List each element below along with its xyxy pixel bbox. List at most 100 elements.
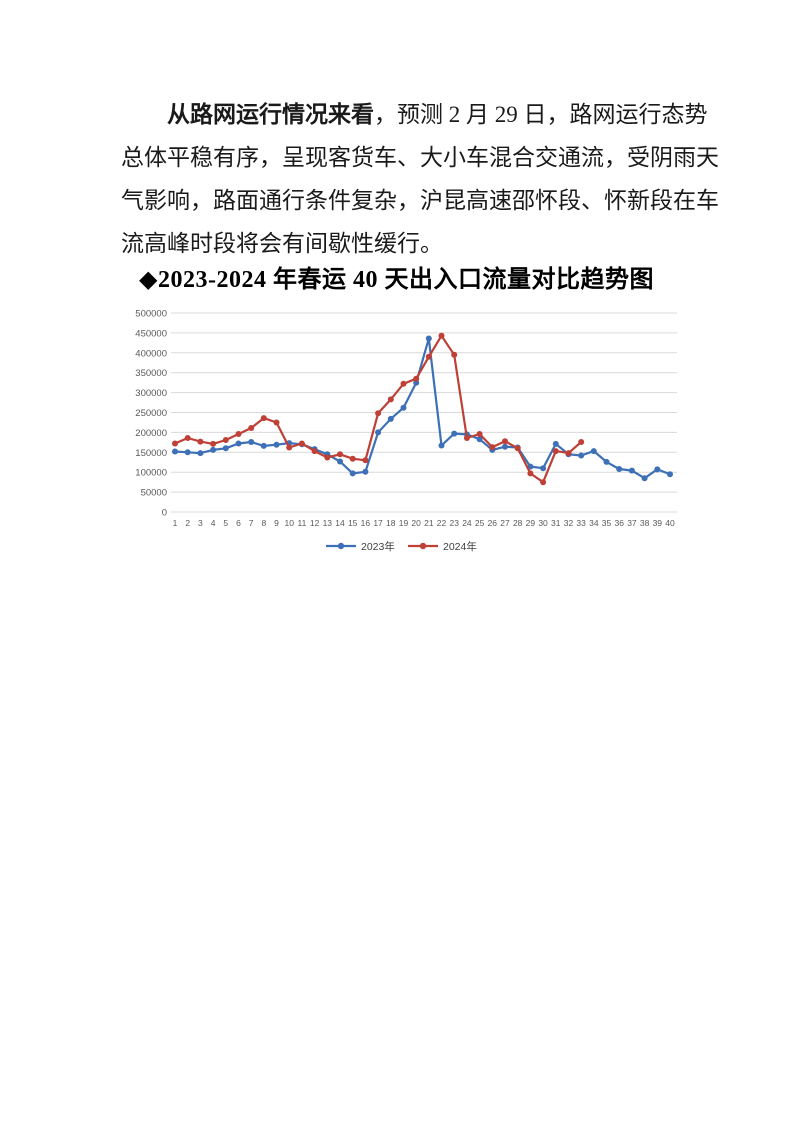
data-point: [172, 440, 178, 447]
data-point: [337, 451, 343, 458]
data-point: [514, 445, 521, 452]
svg-text:6: 6: [236, 518, 241, 528]
svg-text:400000: 400000: [135, 348, 167, 359]
data-point: [527, 470, 534, 477]
data-point: [641, 475, 648, 482]
svg-text:19: 19: [399, 518, 409, 528]
data-point: [578, 439, 585, 445]
data-point: [400, 404, 407, 411]
svg-text:1: 1: [173, 518, 178, 528]
data-point: [565, 450, 572, 457]
svg-text:32: 32: [564, 518, 574, 528]
svg-text:40: 40: [665, 518, 675, 528]
body-paragraph: 从路网运行情况来看，预测 2 月 29 日，路网运行态势 总体平稳有序，呈现客货…: [121, 93, 719, 265]
data-point: [476, 436, 483, 443]
svg-text:7: 7: [249, 518, 254, 528]
data-point: [197, 438, 204, 445]
svg-text:26: 26: [488, 518, 498, 528]
data-point: [375, 410, 382, 417]
data-point: [349, 470, 356, 477]
svg-text:5: 5: [223, 518, 228, 528]
data-point: [260, 415, 267, 422]
data-point: [628, 467, 635, 474]
svg-text:31: 31: [551, 518, 561, 528]
y-axis-labels: 0 50000 100000 150000 200000 250000 300000 3500…: [135, 309, 167, 519]
svg-text:22: 22: [437, 518, 447, 528]
legend-label: 2024年: [443, 540, 477, 553]
svg-text:34: 34: [589, 518, 599, 528]
svg-text:4: 4: [211, 518, 216, 528]
data-point: [502, 438, 508, 445]
svg-text:17: 17: [373, 518, 383, 528]
svg-text:25: 25: [475, 518, 485, 528]
svg-text:18: 18: [386, 518, 396, 528]
data-point: [349, 455, 356, 462]
legend-label: 2023年: [361, 540, 395, 553]
data-point: [387, 396, 394, 403]
data-point: [210, 440, 217, 447]
svg-text:27: 27: [500, 518, 510, 528]
data-point: [197, 450, 204, 457]
svg-text:33: 33: [576, 518, 586, 528]
data-point: [425, 335, 432, 342]
data-point: [362, 468, 369, 475]
data-point: [362, 457, 369, 464]
data-point: [502, 443, 508, 450]
data-point: [603, 458, 610, 465]
svg-text:150000: 150000: [135, 448, 167, 459]
y-gridlines: [171, 312, 677, 513]
data-point: [590, 448, 597, 455]
data-point: [400, 380, 407, 387]
series-2023年: [172, 335, 673, 482]
data-point: [298, 440, 305, 447]
svg-text:15: 15: [348, 518, 358, 528]
svg-text:39: 39: [653, 518, 663, 528]
svg-text:50000: 50000: [141, 488, 167, 499]
svg-text:38: 38: [640, 518, 650, 528]
svg-text:36: 36: [614, 518, 624, 528]
svg-text:28: 28: [513, 518, 523, 528]
legend-marker-2024年: [419, 542, 427, 550]
svg-text:100000: 100000: [135, 468, 167, 479]
flow-trend-line-chart: 0500001000001500002000002500003000003500…: [135, 309, 677, 553]
series-2024年: [172, 332, 585, 486]
svg-text:12: 12: [310, 518, 320, 528]
paragraph-lead-bold: 从路网运行情况来看: [167, 102, 374, 127]
data-point: [260, 442, 267, 449]
data-point: [172, 448, 178, 455]
data-point: [425, 353, 432, 360]
paragraph-line-3: 气影响，路面通行条件复杂，沪昆高速邵怀段、怀新段在车: [121, 188, 719, 213]
svg-text:300000: 300000: [135, 388, 167, 399]
data-point: [235, 431, 242, 437]
data-point: [375, 429, 382, 436]
svg-text:450000: 450000: [135, 328, 167, 339]
svg-text:29: 29: [526, 518, 536, 528]
svg-text:350000: 350000: [135, 368, 167, 379]
data-point: [463, 435, 470, 441]
data-point: [667, 471, 673, 478]
svg-text:20: 20: [411, 518, 421, 528]
paragraph-line-1-text: ，预测 2 月 29 日，路网运行态势: [374, 102, 708, 127]
svg-text:13: 13: [323, 518, 333, 528]
svg-text:24: 24: [462, 518, 472, 528]
svg-text:23: 23: [449, 518, 459, 528]
data-point: [578, 452, 585, 459]
data-point: [540, 479, 547, 486]
svg-text:35: 35: [602, 518, 612, 528]
data-point: [273, 441, 280, 448]
data-point: [222, 437, 229, 443]
data-point: [616, 466, 623, 472]
data-point: [210, 446, 217, 453]
paragraph-line-2: 总体平稳有序，呈现客货车、大小车混合交通流，受阴雨天: [121, 145, 719, 170]
data-point: [451, 351, 458, 358]
data-point: [387, 415, 394, 422]
data-point: [184, 435, 191, 441]
svg-text:14: 14: [335, 518, 345, 528]
data-point: [552, 448, 559, 455]
chart-container: 0 50000 100000 150000 200000 250000 300000 3500…: [125, 298, 691, 562]
data-point: [476, 431, 483, 437]
paragraph-line-1: 从路网运行情况来看，预测 2 月 29 日，路网运行态势: [121, 93, 708, 136]
data-point: [311, 448, 318, 455]
data-point: [654, 466, 661, 473]
svg-text:9: 9: [274, 518, 279, 528]
